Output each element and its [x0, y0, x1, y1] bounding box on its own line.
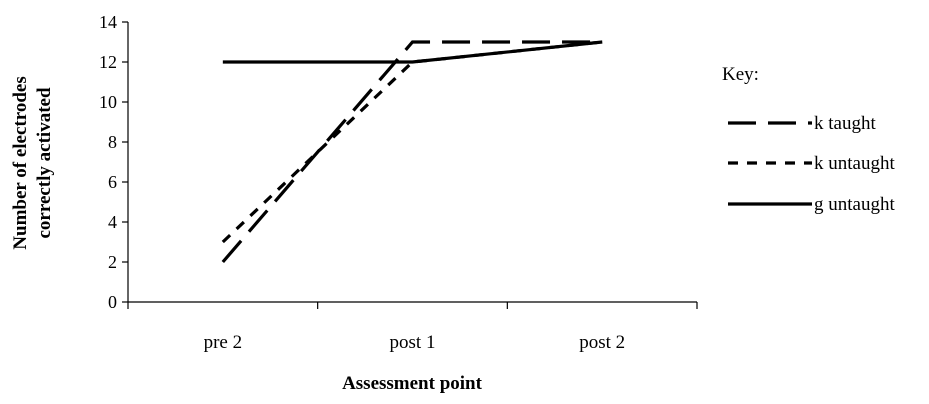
series-line-g-untaught	[222, 40, 603, 64]
legend-label: k taught	[814, 113, 876, 134]
x-tick-label: pre 2	[204, 332, 243, 353]
legend-title: Key:	[722, 64, 759, 85]
y-tick-label: 12	[99, 52, 117, 72]
y-tick-label: 4	[108, 212, 117, 232]
legend-label: g untaught	[814, 194, 895, 215]
y-tick-label: 8	[108, 132, 117, 152]
y-tick-label: 10	[99, 92, 117, 112]
y-tick-label: 14	[99, 12, 117, 32]
y-axis-title-line-1: Number of electrodes	[10, 76, 31, 249]
y-axis-title: Number of electrodes correctly activated	[10, 76, 55, 249]
legend: Key: k taught k untaught g untaught	[722, 64, 895, 215]
y-tick-label: 2	[108, 252, 117, 272]
legend-label: k untaught	[814, 153, 895, 174]
x-tick-label: post 2	[579, 332, 625, 353]
x-tick-label: post 1	[390, 332, 436, 353]
y-axis: 0 2 4 6 8 10 12 14	[99, 12, 129, 312]
series-group	[221, 40, 603, 264]
x-axis: pre 2 post 1 post 2	[127, 301, 698, 353]
y-axis-title-line-2: correctly activated	[34, 87, 55, 238]
y-tick-label: 6	[108, 172, 117, 192]
y-tick-label: 0	[108, 292, 117, 312]
series-line-k-taught	[221, 40, 603, 264]
series-line-k-untaught	[221, 40, 603, 244]
x-axis-title: Assessment point	[342, 373, 483, 394]
